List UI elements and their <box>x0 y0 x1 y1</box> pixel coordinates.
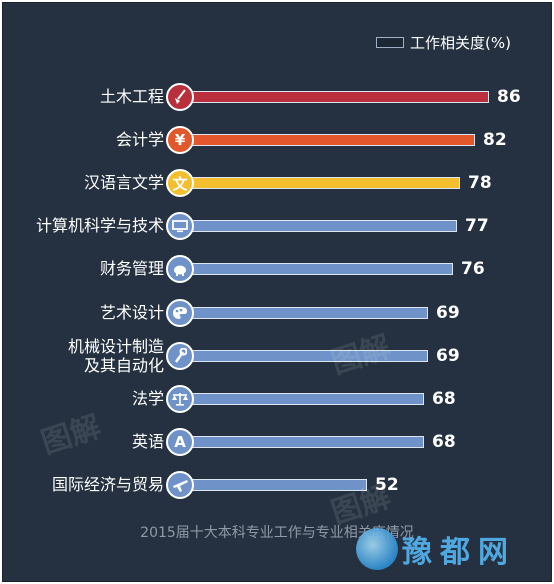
value-label: 76 <box>461 259 485 280</box>
legend: 工作相关度(%) <box>376 32 511 53</box>
category-label: 法学 <box>131 388 164 408</box>
bar <box>180 306 428 319</box>
logo-globe-icon <box>356 528 398 570</box>
value-label: 52 <box>375 474 399 495</box>
value-label: 82 <box>483 130 507 151</box>
category-label: 会计学 <box>115 130 164 150</box>
value-label: 68 <box>432 431 456 452</box>
bar <box>180 435 424 448</box>
legend-label: 工作相关度(%) <box>410 34 511 52</box>
piggy-bank-icon <box>166 255 194 284</box>
wrench-icon <box>166 341 194 370</box>
wen-character-icon: 文 <box>166 169 194 198</box>
category-label: 财务管理 <box>99 259 164 279</box>
computer-icon <box>166 212 194 241</box>
site-logo: 豫都网 <box>356 527 516 571</box>
value-label: 78 <box>468 173 492 194</box>
category-label: 艺术设计 <box>99 302 164 322</box>
scales-icon <box>166 384 194 413</box>
category-label: 国际经济与贸易 <box>51 474 164 494</box>
chart-caption: 2015届十大本科专业工作与专业相关度情况 <box>140 525 414 541</box>
value-label: 77 <box>465 216 489 237</box>
category-label: 计算机科学与技术 <box>35 216 164 236</box>
value-label: 68 <box>432 388 456 409</box>
value-label: 69 <box>436 302 460 323</box>
logo-text: 豫都网 <box>402 535 516 570</box>
airplane-icon <box>166 470 194 499</box>
value-label: 86 <box>497 87 521 107</box>
bar <box>180 91 489 103</box>
yen-icon: ¥ <box>166 126 194 155</box>
bar <box>180 134 475 147</box>
value-label: 69 <box>436 345 460 366</box>
shovel-icon <box>166 83 194 111</box>
palette-icon <box>166 298 194 327</box>
category-label: 英语 <box>131 431 164 451</box>
category-label: 机械设计制造 及其自动化 <box>67 336 164 375</box>
bar <box>180 392 424 405</box>
bar <box>180 220 457 233</box>
bar <box>180 177 460 190</box>
category-label: 土木工程 <box>99 87 164 106</box>
legend-swatch <box>376 37 404 48</box>
bar <box>180 263 453 276</box>
letter-a-icon: A <box>166 427 194 456</box>
category-label: 汉语言文学 <box>83 173 164 193</box>
